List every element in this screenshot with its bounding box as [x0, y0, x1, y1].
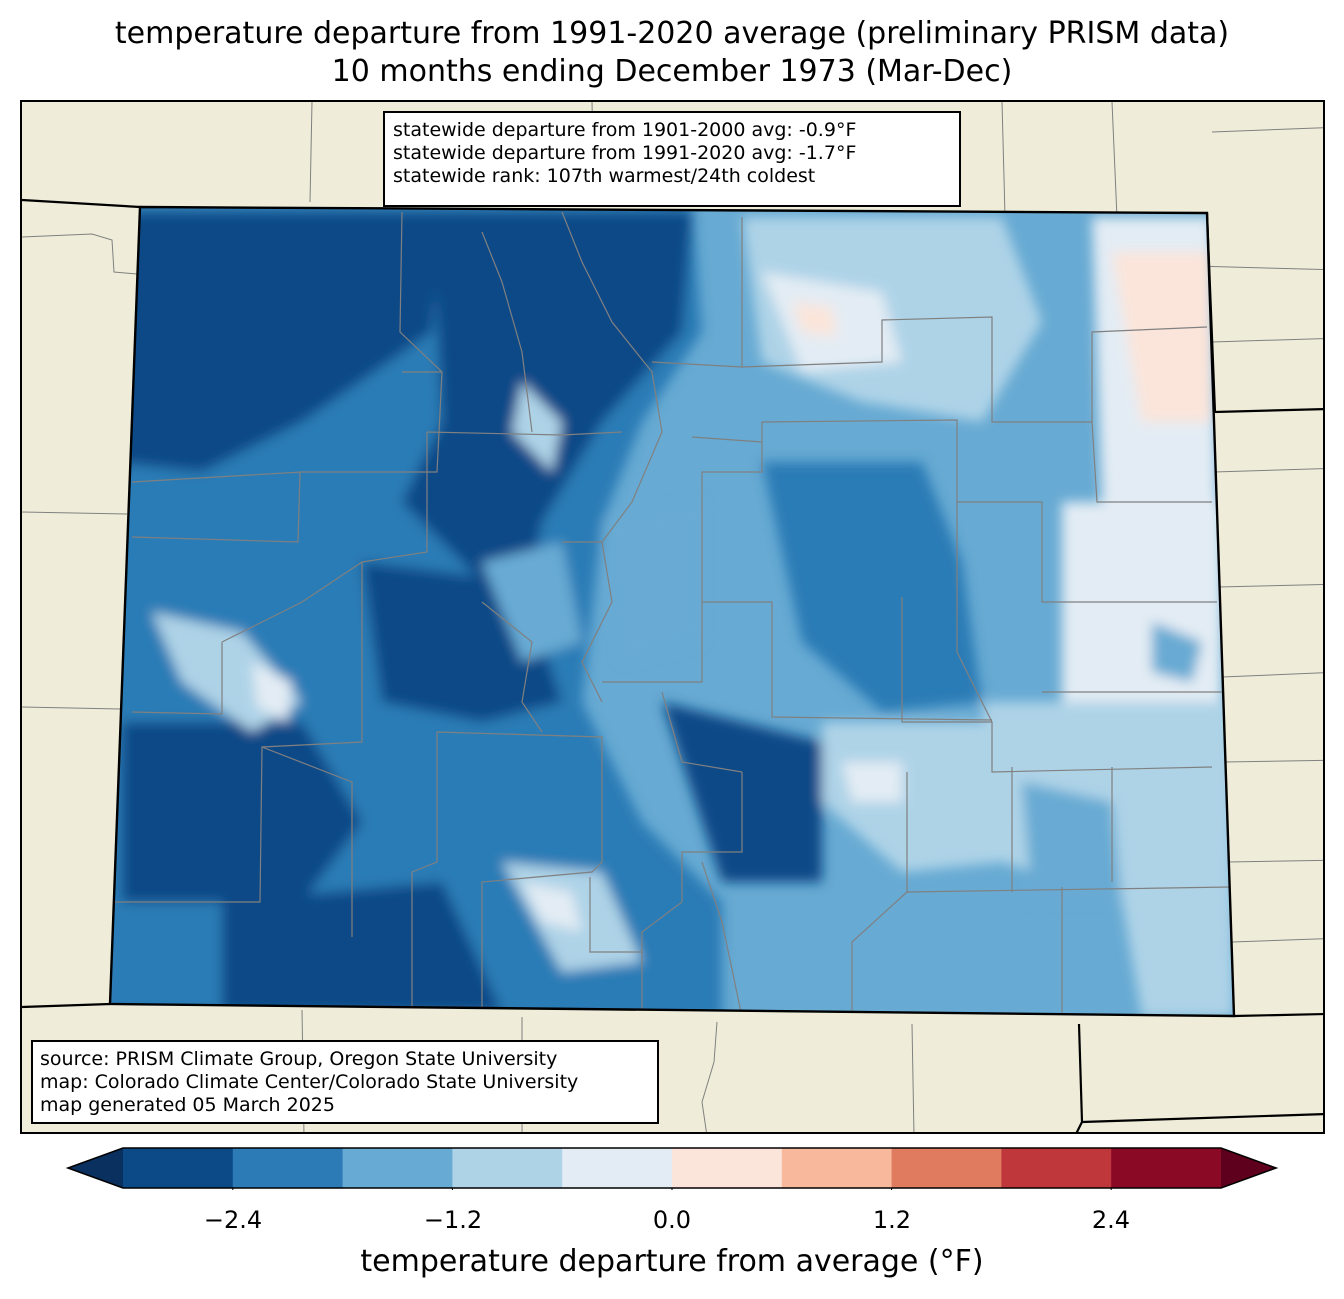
temperature-field: [110, 207, 1234, 1016]
colorbar-bin: [672, 1148, 783, 1188]
colorbar-label: temperature departure from average (°F): [360, 1244, 984, 1279]
county-lines: [112, 211, 1233, 1016]
colorbar-over-arrow: [1221, 1148, 1276, 1188]
colorbar-tick-label: −1.2: [423, 1206, 483, 1234]
colorbar-bin: [781, 1148, 893, 1188]
colorbar-bin: [342, 1148, 453, 1188]
colorbar-tick-label: 1.2: [872, 1206, 912, 1234]
colorbar-tick-label: 0.0: [652, 1206, 692, 1234]
colorbar: [66, 1147, 1278, 1190]
source-line1: source: PRISM Climate Group, Oregon Stat…: [40, 1048, 558, 1070]
colorbar-bin: [123, 1148, 234, 1188]
colorbar-tick-label: −2.4: [203, 1206, 263, 1234]
colorbar-outline: [66, 1147, 1278, 1189]
colorbar-bin: [232, 1148, 344, 1188]
stat-rank: statewide rank: 107th warmest/24th colde…: [393, 165, 816, 187]
statewide-stats-box: statewide departure from 1901-2000 avg: …: [383, 111, 961, 207]
stat-departure-1991-2020: statewide departure from 1991-2020 avg: …: [393, 142, 857, 164]
source-line2: map: Colorado Climate Center/Colorado St…: [40, 1071, 579, 1093]
source-line3: map generated 05 March 2025: [40, 1094, 335, 1116]
colorbar-bin: [562, 1148, 673, 1188]
colorbar-under-arrow: [68, 1148, 123, 1188]
colorbar-bin: [452, 1148, 563, 1188]
colorbar-tick-label: 2.4: [1091, 1206, 1131, 1234]
map-title-line1: temperature departure from 1991-2020 ave…: [114, 16, 1230, 51]
map-panel: [20, 100, 1325, 1134]
stat-departure-1901-2000: statewide departure from 1901-2000 avg: …: [393, 119, 857, 141]
neighbor-county-lines: [22, 102, 1323, 1132]
colorbar-bin: [1111, 1148, 1222, 1188]
map-title-line2: 10 months ending December 1973 (Mar-Dec): [331, 54, 1013, 89]
colorbar-bin: [891, 1148, 1002, 1188]
colorbar-bin: [1001, 1148, 1112, 1188]
source-box: source: PRISM Climate Group, Oregon Stat…: [31, 1040, 659, 1124]
colorado-state-border: [108, 205, 1236, 1018]
colorado-map: [22, 102, 1323, 1132]
